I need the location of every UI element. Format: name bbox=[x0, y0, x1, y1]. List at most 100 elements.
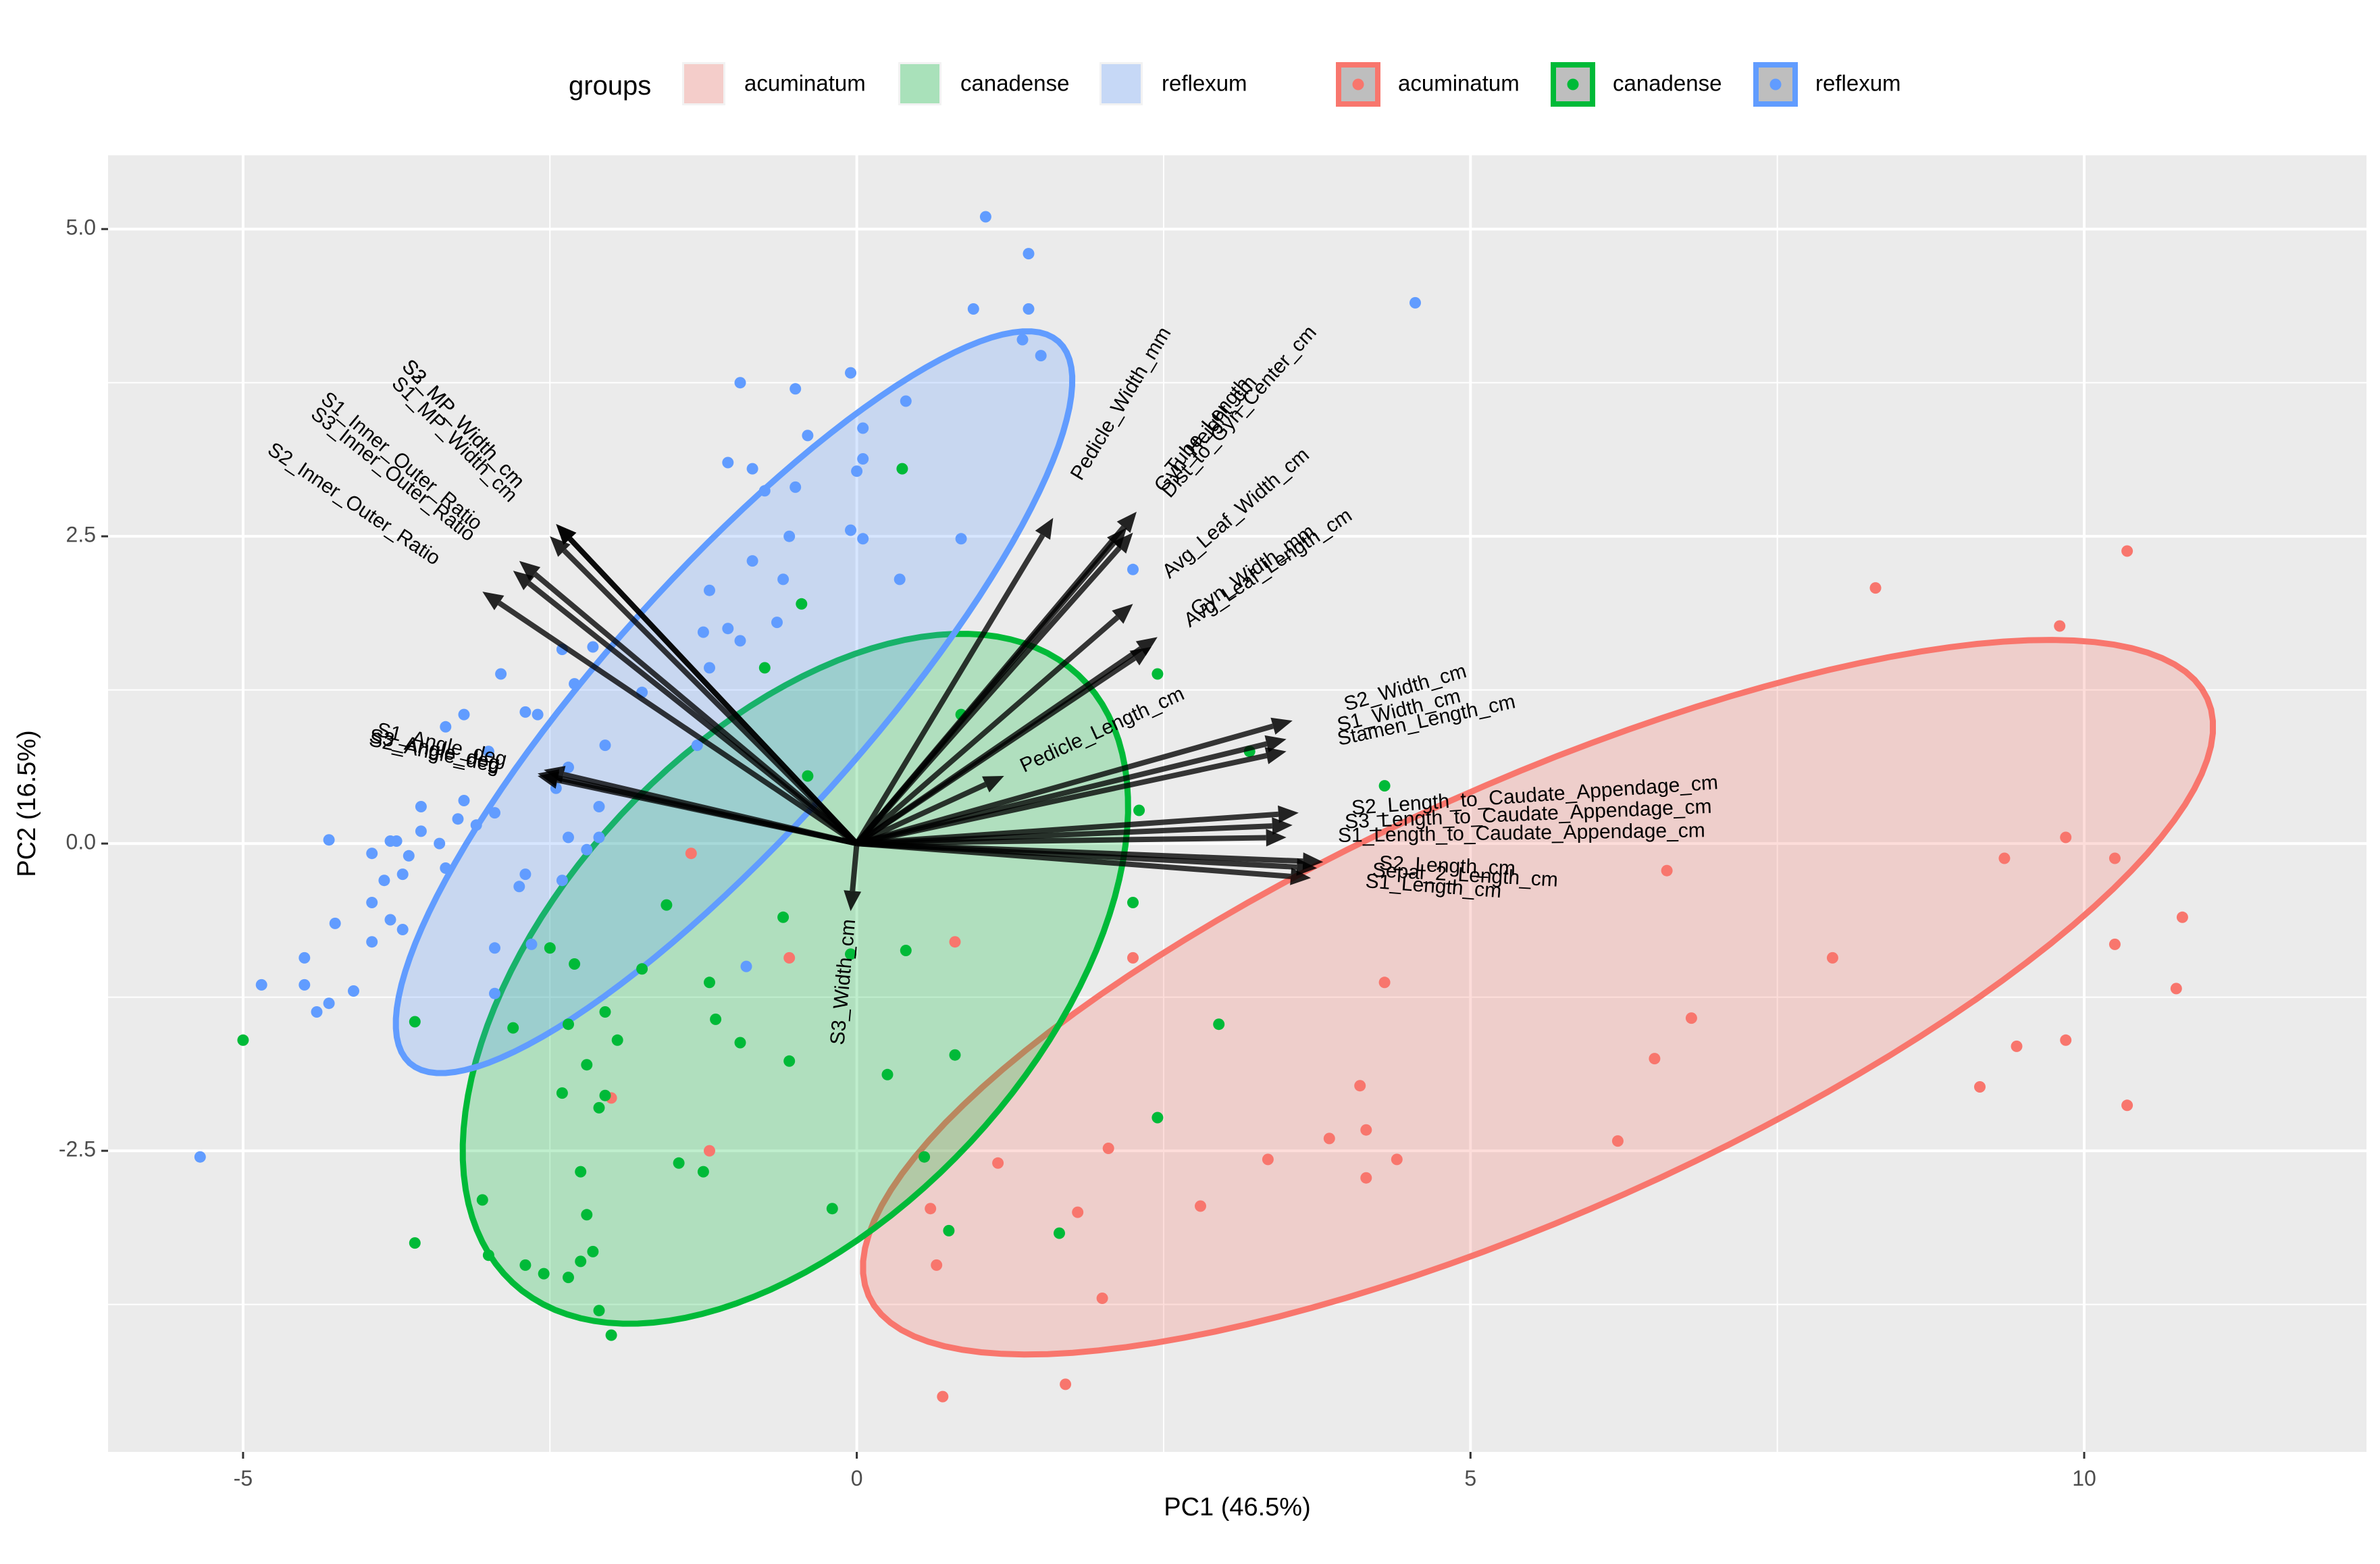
loading-arrow-Pedicle_Width_mm bbox=[854, 533, 1045, 845]
point-canadense bbox=[796, 598, 808, 610]
point-canadense bbox=[593, 1101, 605, 1114]
legend-title: groups bbox=[569, 71, 651, 101]
point-reflexum bbox=[366, 936, 378, 948]
point-reflexum bbox=[482, 746, 494, 758]
point-reflexum bbox=[299, 952, 311, 964]
point-reflexum bbox=[519, 868, 532, 881]
legend-point-label-acuminatum: acuminatum bbox=[1398, 71, 1520, 96]
point-reflexum bbox=[489, 807, 500, 819]
loading-arrowhead-S3_Angle_deg bbox=[538, 769, 560, 787]
legend-point-dot-reflexum bbox=[1769, 78, 1782, 90]
point-canadense bbox=[593, 1305, 605, 1317]
point-reflexum bbox=[734, 377, 746, 389]
point-canadense bbox=[409, 1237, 421, 1249]
point-reflexum bbox=[1023, 248, 1035, 260]
point-canadense bbox=[896, 463, 908, 475]
point-acuminatum bbox=[1262, 1153, 1274, 1166]
point-canadense bbox=[1152, 668, 1164, 680]
point-canadense bbox=[482, 1249, 494, 1261]
loading-arrowhead-Stamen_Length_cm bbox=[1264, 747, 1287, 764]
point-reflexum bbox=[415, 801, 427, 812]
point-reflexum bbox=[384, 914, 396, 926]
loading-arrow-S3_Width_cm bbox=[850, 843, 860, 891]
point-reflexum bbox=[489, 987, 500, 999]
point-acuminatum bbox=[2121, 545, 2133, 557]
point-reflexum bbox=[532, 708, 544, 721]
y-tick-label: 5.0 bbox=[66, 215, 96, 240]
point-canadense bbox=[556, 1087, 568, 1099]
point-reflexum bbox=[979, 211, 991, 223]
point-reflexum bbox=[194, 1151, 206, 1163]
point-reflexum bbox=[1016, 334, 1029, 346]
legend-fill-key-acuminatum bbox=[682, 62, 725, 105]
loading-arrowhead-Tube_Length bbox=[1116, 511, 1137, 533]
point-reflexum bbox=[845, 524, 856, 536]
loading-arrowhead-S2_Inner_Outer_Ratio bbox=[482, 592, 505, 610]
loading-arrowhead-S2_Length_to_Caudate_Appendage_cm bbox=[1278, 805, 1299, 823]
point-reflexum bbox=[587, 641, 599, 653]
point-canadense bbox=[1054, 1227, 1065, 1239]
point-acuminatum bbox=[783, 952, 796, 964]
point-reflexum bbox=[1409, 296, 1421, 309]
point-canadense bbox=[661, 899, 673, 911]
point-canadense bbox=[519, 1259, 532, 1271]
legend-point-dot-canadense bbox=[1567, 78, 1579, 90]
loading-arrow-S1_Length_cm bbox=[856, 841, 1291, 879]
ellipse-canadense bbox=[459, 631, 1131, 1327]
point-reflexum bbox=[1023, 303, 1035, 315]
point-acuminatum bbox=[1195, 1200, 1206, 1212]
point-reflexum bbox=[771, 617, 783, 629]
point-reflexum bbox=[746, 555, 758, 567]
point-reflexum bbox=[967, 303, 979, 315]
ellipse-acuminatum bbox=[860, 637, 2216, 1358]
point-reflexum bbox=[894, 573, 906, 585]
point-canadense bbox=[605, 1329, 617, 1341]
point-canadense bbox=[575, 1166, 587, 1178]
y-tick-label: 0.0 bbox=[66, 830, 96, 854]
point-canadense bbox=[734, 1037, 746, 1049]
point-canadense bbox=[1378, 780, 1391, 792]
point-reflexum bbox=[299, 979, 311, 991]
point-acuminatum bbox=[1391, 1153, 1403, 1166]
point-canadense bbox=[587, 1245, 599, 1257]
grid-major bbox=[108, 155, 2366, 1452]
point-acuminatum bbox=[1685, 1012, 1697, 1024]
point-reflexum bbox=[722, 623, 734, 635]
legend-fill-label-acuminatum: acuminatum bbox=[744, 71, 866, 96]
point-canadense bbox=[538, 1268, 550, 1280]
point-canadense bbox=[949, 1049, 961, 1061]
x-axis: -5 0 5 10 bbox=[234, 1452, 2096, 1490]
point-acuminatum bbox=[685, 848, 697, 860]
point-reflexum bbox=[513, 881, 525, 893]
loading-label-S1_Length_to_Caudate_Appendage_cm: S1_Length_to_Caudate_Appendage_cm bbox=[1338, 819, 1705, 847]
point-reflexum bbox=[378, 875, 390, 887]
y-tick-label: -2.5 bbox=[59, 1137, 96, 1162]
y-axis-title: PC2 (16.5%) bbox=[13, 730, 41, 877]
point-acuminatum bbox=[937, 1390, 949, 1403]
point-canadense bbox=[581, 1209, 593, 1221]
loading-arrow-Pedicle_Length_cm bbox=[855, 781, 987, 846]
point-acuminatum bbox=[2060, 831, 2072, 843]
point-reflexum bbox=[396, 924, 409, 935]
point-acuminatum bbox=[1826, 952, 1838, 964]
point-reflexum bbox=[329, 917, 341, 929]
point-reflexum bbox=[845, 367, 856, 379]
loading-arrow-S3_Angle_deg bbox=[557, 775, 858, 847]
point-reflexum bbox=[563, 761, 574, 773]
loading-arrowhead-Dist_to_Gyn_Center_cm bbox=[1112, 532, 1133, 554]
point-acuminatum bbox=[1360, 1124, 1372, 1136]
point-acuminatum bbox=[931, 1259, 943, 1271]
grid-minor bbox=[108, 155, 2366, 1452]
point-acuminatum bbox=[1378, 976, 1391, 989]
point-canadense bbox=[900, 945, 912, 956]
loading-arrowhead-S1_MP_Width_cm bbox=[550, 536, 571, 557]
point-reflexum bbox=[857, 533, 869, 545]
point-acuminatum bbox=[2176, 911, 2188, 923]
legend-fill-label-canadense: canadense bbox=[960, 71, 1069, 96]
point-reflexum bbox=[415, 825, 427, 837]
point-reflexum bbox=[569, 678, 581, 690]
point-reflexum bbox=[495, 668, 507, 680]
point-canadense bbox=[569, 958, 581, 970]
point-canadense bbox=[1127, 897, 1139, 908]
point-reflexum bbox=[746, 463, 758, 475]
